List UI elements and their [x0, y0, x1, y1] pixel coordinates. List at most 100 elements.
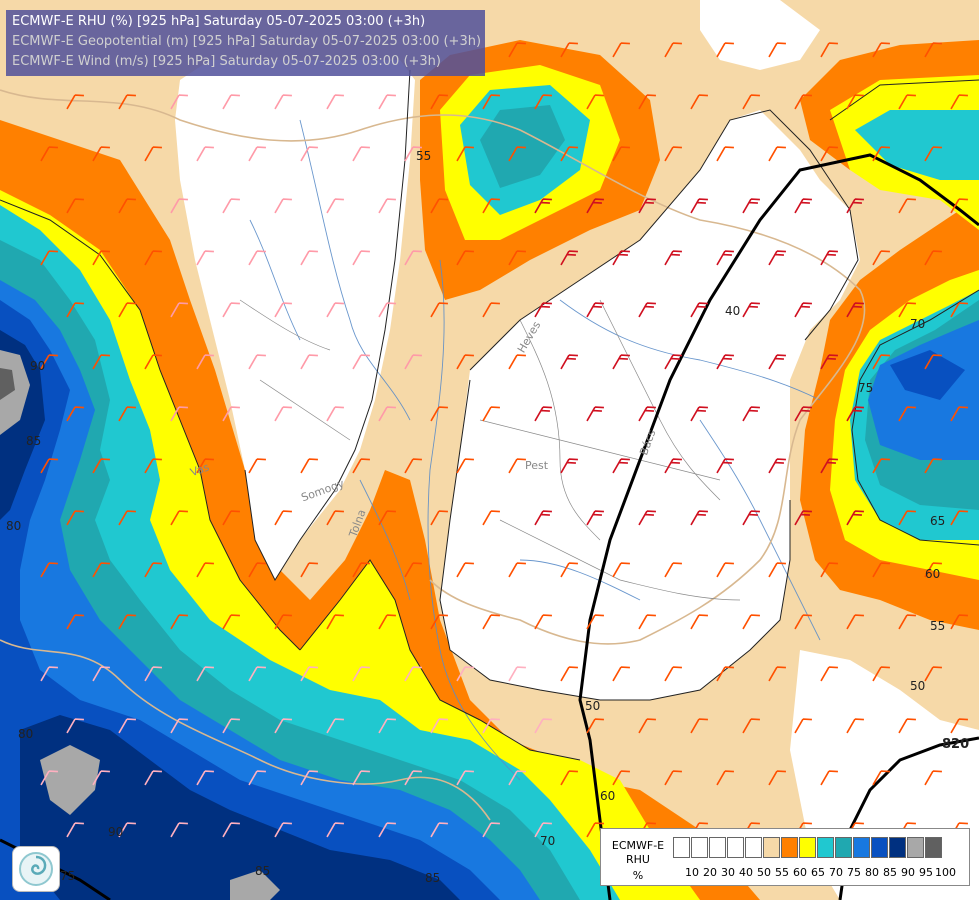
wind-barb — [222, 510, 240, 526]
wind-barbs — [40, 42, 968, 838]
place-label-pest: Pest — [525, 459, 549, 472]
wind-barb — [638, 94, 656, 110]
wind-barb — [404, 770, 422, 786]
wind-barb — [144, 146, 162, 162]
wind-barb — [430, 302, 448, 318]
wind-barb — [404, 562, 422, 578]
wind-barb — [40, 666, 58, 682]
wind-barb — [820, 146, 838, 162]
contour-label-50: 50 — [910, 679, 925, 693]
wind-barb — [898, 302, 916, 318]
wind-barb — [482, 822, 500, 838]
legend-tick-label: 85 — [883, 866, 897, 879]
wind-barb — [820, 354, 838, 370]
contour-label-50b: 50 — [585, 699, 600, 713]
contour-label-85c: 85 — [425, 871, 440, 885]
wind-barb — [118, 510, 136, 526]
wind-barb — [508, 666, 526, 682]
wind-barb — [586, 510, 604, 526]
wind-barb — [196, 354, 214, 370]
rhu-blob-teal-north — [480, 105, 565, 188]
wind-barb — [404, 250, 422, 266]
wind-barb — [612, 458, 630, 474]
wind-barb — [378, 198, 396, 214]
wind-barb — [248, 458, 266, 474]
wind-barb — [274, 718, 292, 734]
wind-barb — [274, 822, 292, 838]
wind-barb — [690, 198, 708, 214]
wind-barb — [430, 406, 448, 422]
legend-tick-label: 50 — [757, 866, 771, 879]
wind-barb — [196, 666, 214, 682]
legend-tick-label: 55 — [775, 866, 789, 879]
legend-tick-label: 60 — [793, 866, 807, 879]
wind-barb — [690, 302, 708, 318]
wind-barb — [638, 198, 656, 214]
wind-barb — [274, 94, 292, 110]
wind-barb — [872, 146, 890, 162]
wind-barb — [612, 354, 630, 370]
wind-barb — [612, 666, 630, 682]
legend-unit: % — [632, 869, 644, 882]
legend-swatch — [709, 837, 726, 858]
wind-barb — [352, 770, 370, 786]
wind-barb — [118, 406, 136, 422]
wind-barb — [768, 146, 786, 162]
wind-barb — [638, 510, 656, 526]
wind-barb — [144, 458, 162, 474]
legend-swatch — [727, 837, 744, 858]
wind-barb — [950, 614, 968, 630]
wind-barb — [430, 510, 448, 526]
wind-barb — [92, 146, 110, 162]
wind-barb — [768, 250, 786, 266]
rhu-dry-region-central — [440, 110, 860, 700]
rhu-band-darkblue-east — [890, 350, 965, 400]
borders — [0, 89, 866, 821]
wind-barb — [846, 302, 864, 318]
wind-barb — [66, 302, 84, 318]
legend-swatch — [817, 837, 834, 858]
wind-barb — [586, 302, 604, 318]
wind-barb — [742, 94, 760, 110]
wind-barb — [924, 42, 942, 58]
wind-barb — [742, 718, 760, 734]
wind-barb — [300, 146, 318, 162]
wind-barb — [924, 770, 942, 786]
wind-barb — [820, 42, 838, 58]
rhu-band-grey-southwest — [40, 745, 100, 815]
wind-barb — [872, 666, 890, 682]
wind-barb — [924, 666, 942, 682]
rivers — [249, 119, 821, 781]
wind-barb — [300, 354, 318, 370]
wind-barb — [456, 146, 474, 162]
wind-barb — [794, 718, 812, 734]
wind-barb — [456, 250, 474, 266]
wind-barb — [300, 770, 318, 786]
wind-barb — [768, 562, 786, 578]
wind-barb — [742, 406, 760, 422]
wind-barb — [768, 42, 786, 58]
title-geopotential: ECMWF-E Geopotential (m) [925 hPa] Satur… — [12, 34, 482, 49]
wind-barb — [534, 822, 552, 838]
legend-tick-label: 20 — [703, 866, 717, 879]
wind-barb — [898, 718, 916, 734]
wind-barb — [248, 354, 266, 370]
wind-barb — [716, 458, 734, 474]
wind-barb — [482, 198, 500, 214]
wind-barb — [794, 614, 812, 630]
wind-barb — [144, 250, 162, 266]
wind-barb — [92, 354, 110, 370]
wind-barb — [508, 354, 526, 370]
wind-barb — [508, 770, 526, 786]
wind-barb — [586, 406, 604, 422]
wind-barb — [664, 146, 682, 162]
wind-barb — [768, 458, 786, 474]
wind-barb — [716, 146, 734, 162]
legend-swatch — [673, 837, 690, 858]
wind-barb — [430, 94, 448, 110]
wind-barb — [222, 822, 240, 838]
wind-barb — [534, 718, 552, 734]
contour-lines — [0, 69, 979, 761]
wind-barb — [560, 770, 578, 786]
